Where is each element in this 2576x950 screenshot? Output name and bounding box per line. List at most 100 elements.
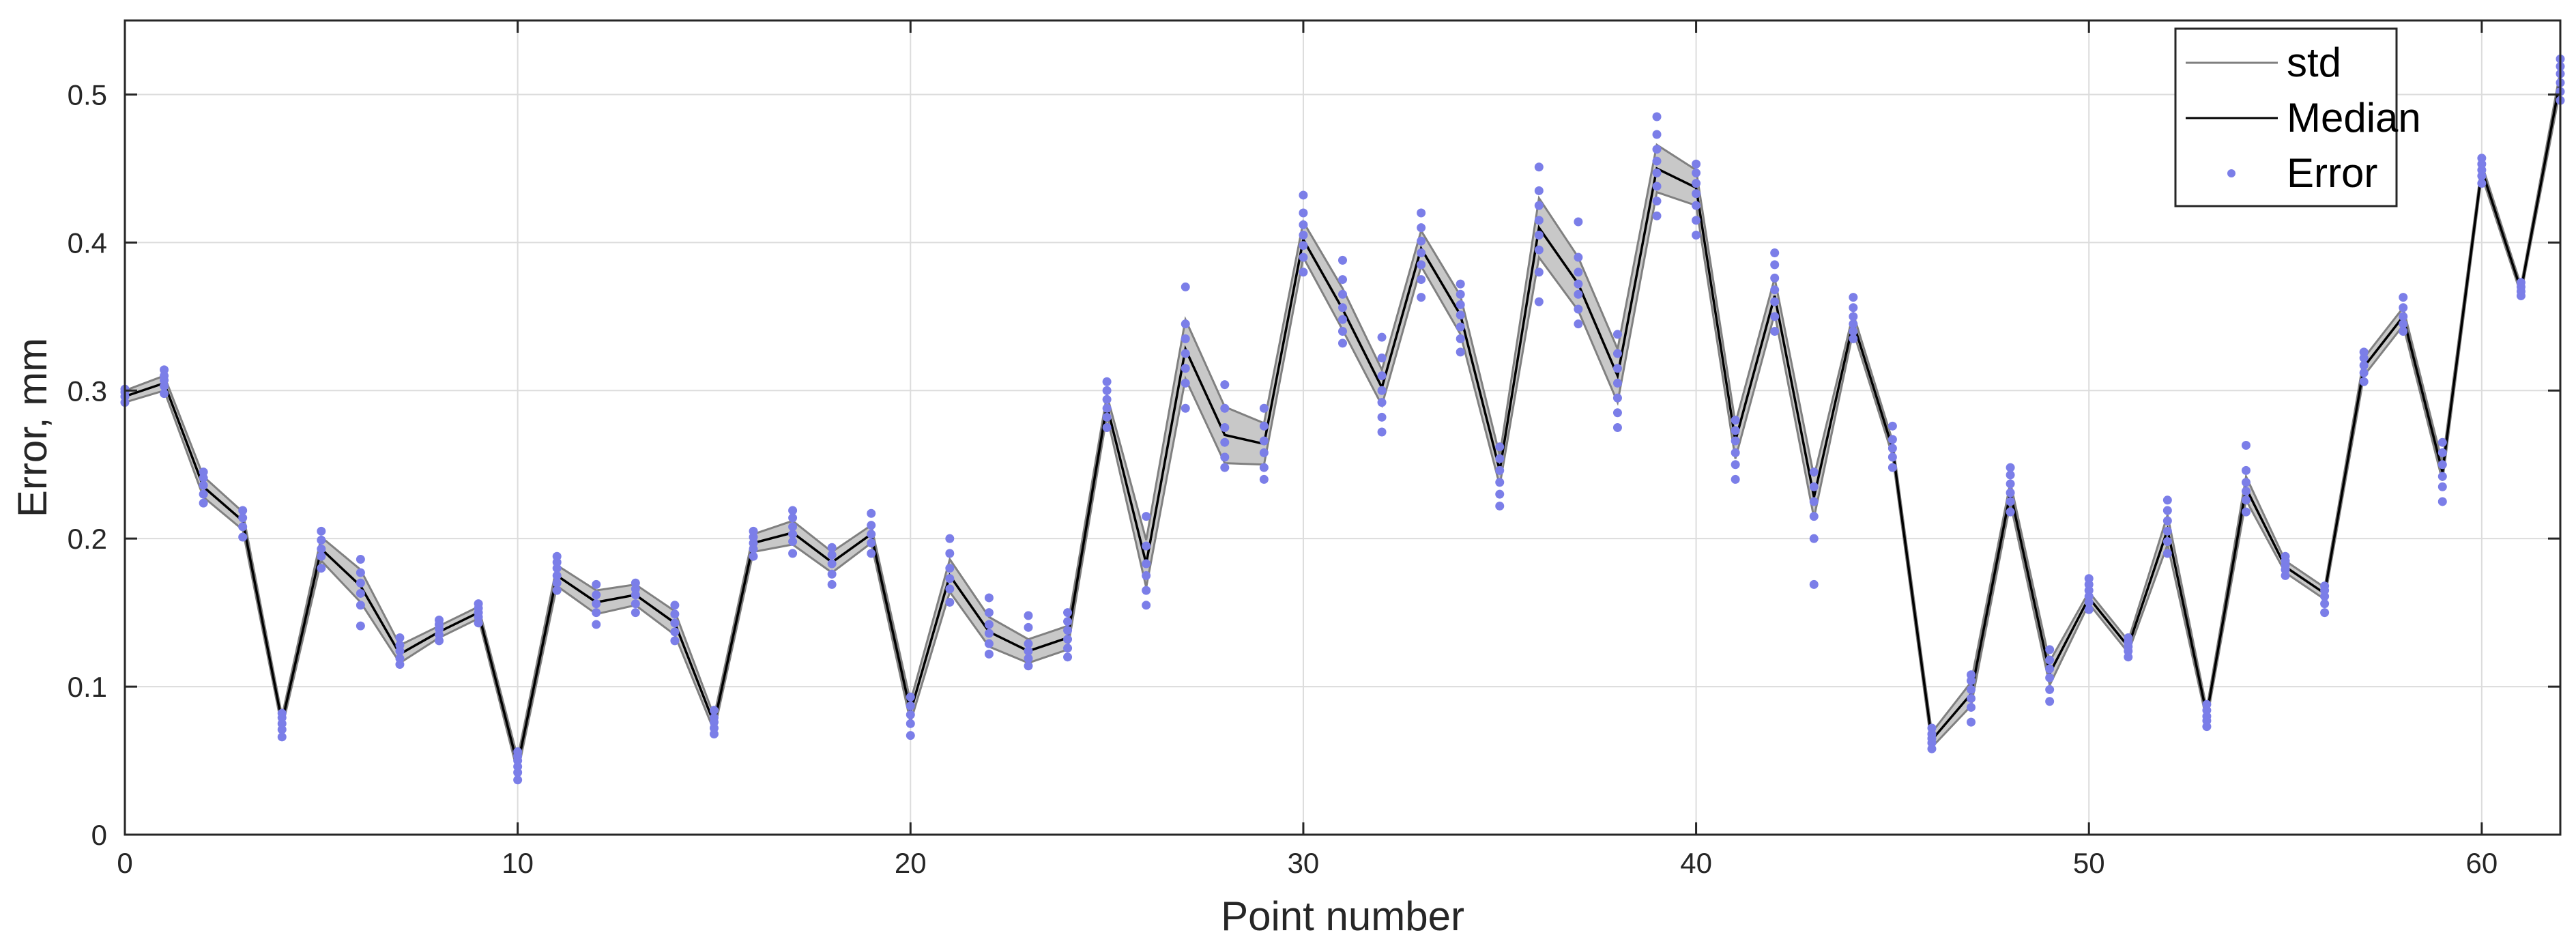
error-point — [1338, 339, 1347, 348]
error-point — [1495, 465, 1505, 475]
error-point — [1063, 608, 1073, 618]
error-point — [2241, 478, 2251, 487]
error-point — [2477, 179, 2487, 188]
error-point — [2045, 697, 2055, 706]
error-point — [395, 633, 405, 643]
error-points-layer — [120, 54, 2565, 785]
x-tick-label: 60 — [2466, 847, 2498, 879]
error-point — [945, 549, 955, 558]
error-point — [1220, 423, 1230, 432]
error-point — [1102, 412, 1112, 422]
error-point — [1102, 423, 1112, 432]
error-point — [1495, 454, 1505, 463]
x-tick-label: 40 — [1680, 847, 1712, 879]
error-point — [2399, 327, 2408, 336]
error-point — [1377, 386, 1387, 395]
x-axis-label: Point number — [1221, 893, 1464, 939]
error-point — [1967, 685, 1976, 694]
error-point — [1534, 297, 1544, 306]
error-point — [1456, 347, 1465, 357]
error-point — [1338, 315, 1347, 324]
error-point — [1849, 303, 1858, 313]
error-point — [1338, 255, 1347, 265]
error-point — [1574, 268, 1583, 277]
error-point — [317, 526, 326, 536]
error-point — [945, 564, 955, 573]
error-point — [592, 620, 601, 629]
error-point — [1731, 436, 1740, 446]
error-point — [1299, 231, 1308, 240]
error-point — [2359, 360, 2369, 370]
error-point — [1377, 427, 1387, 437]
error-point — [1299, 190, 1308, 200]
error-point — [395, 654, 405, 663]
error-point — [1731, 460, 1740, 470]
error-point — [1024, 639, 1033, 648]
y-tick-label: 0.4 — [68, 227, 107, 259]
error-point — [1220, 463, 1230, 472]
error-point — [2241, 441, 2251, 450]
error-point — [1220, 437, 1230, 447]
error-point — [317, 551, 326, 561]
error-point — [2320, 608, 2330, 618]
error-point — [1652, 211, 1662, 220]
error-point — [1574, 319, 1583, 329]
error-point — [592, 590, 601, 600]
error-point — [2399, 293, 2408, 302]
error-point — [1299, 241, 1308, 250]
error-point — [199, 467, 208, 477]
error-point — [552, 586, 562, 595]
error-point — [317, 544, 326, 553]
error-point — [2006, 479, 2015, 489]
error-point — [788, 537, 798, 547]
error-point — [2437, 460, 2447, 470]
y-tick-label: 0.1 — [68, 671, 107, 703]
error-point — [1731, 426, 1740, 435]
error-point — [2006, 507, 2015, 517]
error-point — [1770, 297, 1780, 306]
error-point — [984, 629, 994, 638]
error-point — [1809, 512, 1819, 521]
error-point — [1299, 208, 1308, 218]
error-point — [356, 601, 365, 610]
error-point — [827, 550, 837, 560]
error-point — [1495, 442, 1505, 452]
error-point — [984, 620, 994, 629]
error-point — [238, 506, 248, 515]
error-point — [1534, 216, 1544, 225]
error-point — [552, 578, 562, 588]
error-point — [1692, 216, 1701, 225]
error-point — [1181, 378, 1190, 388]
x-tick-label: 10 — [502, 847, 534, 879]
error-point — [1692, 179, 1701, 188]
y-tick-labels: 0 0.1 0.2 0.3 0.4 0.5 — [68, 78, 107, 851]
error-point — [1181, 319, 1190, 329]
error-point — [199, 480, 208, 490]
x-tick-label: 20 — [895, 847, 927, 879]
error-point — [1692, 201, 1701, 210]
error-point — [709, 706, 719, 715]
error-point — [1612, 378, 1622, 388]
error-point — [631, 599, 640, 609]
error-point — [945, 584, 955, 594]
error-point — [1220, 380, 1230, 390]
error-point — [1102, 377, 1112, 386]
error-point — [1063, 652, 1073, 662]
error-point — [867, 549, 876, 558]
error-point — [1377, 371, 1387, 381]
error-point — [827, 579, 837, 589]
error-point — [1574, 289, 1583, 299]
y-tick-label: 0 — [91, 819, 107, 851]
error-point — [1731, 416, 1740, 425]
error-point — [1417, 223, 1426, 233]
error-point — [2084, 605, 2094, 614]
error-point — [984, 649, 994, 659]
plot-area-frame — [124, 19, 2562, 836]
error-point — [356, 588, 365, 598]
error-point — [2399, 303, 2408, 313]
error-point — [2359, 377, 2369, 386]
x-tick-labels: 0 10 20 30 40 50 60 — [117, 847, 2498, 879]
error-point — [1024, 654, 1033, 663]
error-point — [2437, 472, 2447, 481]
